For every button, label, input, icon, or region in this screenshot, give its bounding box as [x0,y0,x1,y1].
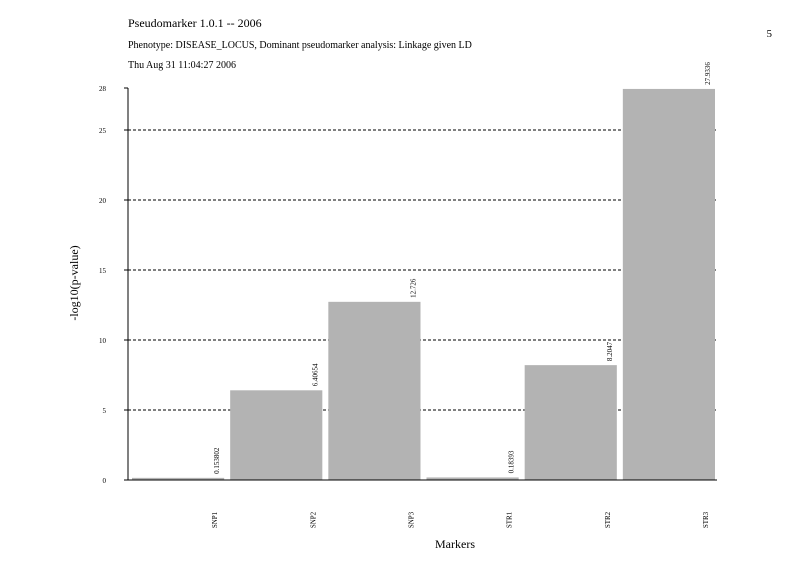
bar [426,477,519,480]
value-label: 6.40654 [311,363,319,386]
x-tick-label: SNP1 [211,511,219,528]
timestamp: Thu Aug 31 11:04:27 2006 [128,60,236,71]
y-tick-label: 10 [99,337,107,345]
bar [328,301,421,480]
y-tick-label: 5 [103,407,107,415]
bar [230,390,323,480]
chart-subtitle: Phenotype: DISEASE_LOCUS, Dominant pseud… [128,40,472,51]
x-axis-label: Markers [435,537,475,551]
x-tick-label: STR2 [604,511,612,528]
y-tick-label: 25 [99,127,107,135]
x-tick-label: SNP2 [309,511,317,528]
bar [524,365,617,480]
x-tick-label: STR3 [702,511,710,528]
bar [132,477,225,480]
y-tick-label: 15 [99,267,107,275]
value-label: 0.153802 [213,447,221,474]
chart-title: Pseudomarker 1.0.1 -- 2006 [128,16,262,30]
x-tick-label: STR1 [506,511,514,528]
y-tick-label: 0 [103,477,107,485]
y-axis-label: -log10(p-value) [67,245,81,320]
value-label: 0.18393 [508,450,516,473]
page-number: 5 [767,28,773,40]
value-label: 8.2047 [606,341,614,361]
y-tick-label: 20 [99,197,107,205]
y-tick-label: 28 [99,85,107,93]
value-label: 27.9336 [704,62,712,85]
bar [622,88,715,481]
x-tick-label: SNP3 [408,511,416,528]
value-label: 12.726 [410,278,418,298]
